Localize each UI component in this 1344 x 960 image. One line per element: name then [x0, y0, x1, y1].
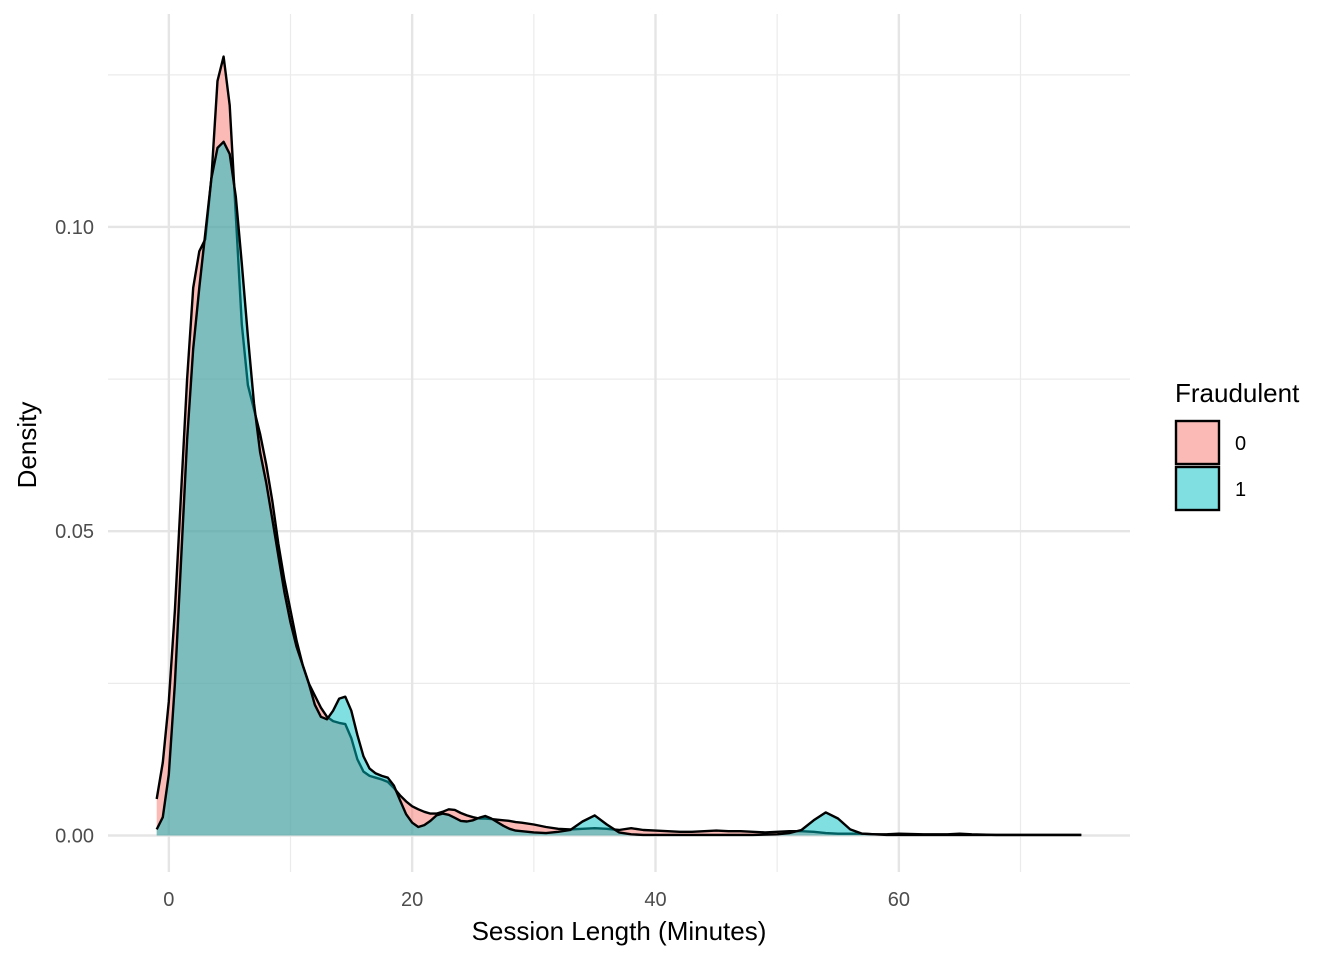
y-tick-label: 0.05	[55, 521, 94, 543]
x-tick-label: 60	[888, 889, 910, 911]
x-axis-title: Session Length (Minutes)	[472, 916, 767, 946]
legend-key-0	[1174, 419, 1221, 466]
x-axis-ticks: 0 20 40 60	[163, 889, 910, 911]
density-line-series-1	[155, 140, 1082, 837]
legend-label-0: 0	[1235, 433, 1246, 455]
y-axis-ticks: 0.00 0.05 0.10	[55, 217, 94, 848]
legend-label-1: 1	[1235, 479, 1246, 501]
x-tick-label: 0	[163, 889, 174, 911]
x-tick-label: 20	[401, 889, 423, 911]
density-areas	[155, 55, 1082, 837]
legend: Fraudulent 01	[1174, 378, 1300, 512]
y-tick-label: 0.00	[55, 825, 94, 847]
legend-title: Fraudulent	[1175, 378, 1300, 408]
x-tick-label: 40	[644, 889, 666, 911]
legend-items: 01	[1174, 419, 1246, 512]
legend-key-1	[1174, 465, 1221, 512]
y-tick-label: 0.10	[55, 217, 94, 239]
density-area-series-1	[156, 141, 1082, 836]
y-axis-title: Density	[12, 402, 42, 489]
